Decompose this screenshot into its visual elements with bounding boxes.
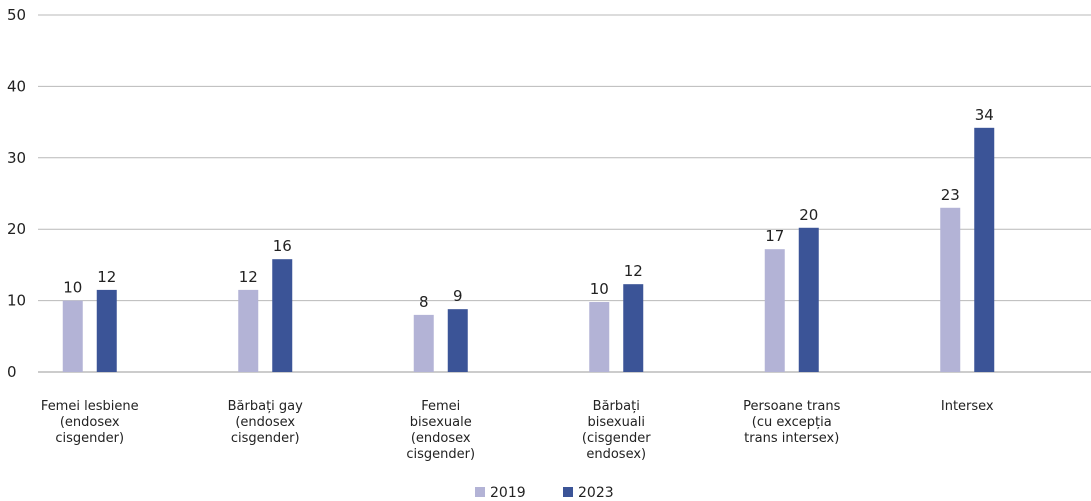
legend-label: 2023 [578,485,614,501]
category-label-line: endosex) [586,447,646,462]
category-label-line: trans intersex) [744,431,839,446]
y-tick-label: 0 [7,363,17,381]
category-label: Bărbați gay (endosex cisgender) [228,399,304,446]
category-label-line: Intersex [941,399,994,414]
bar-2023-3 [623,284,644,372]
category-label-line: cisgender) [55,431,124,446]
category-label: Femei lesbiene (endosex cisgender) [41,399,139,446]
category-label-line: cisgender) [231,431,300,446]
category-label-line: Bărbați [593,399,640,414]
data-label: 23 [941,186,960,204]
category-label-line: Persoane trans [743,399,840,414]
legend-swatch-2023 [563,487,573,497]
data-label: 17 [765,227,784,245]
bar-2019-0 [62,300,83,372]
bar-2019-1 [238,289,259,372]
data-label: 34 [975,106,994,124]
data-label: 12 [239,268,258,286]
y-axis-ticks: 0 10 20 30 40 50 [7,6,26,381]
data-label: 20 [799,206,818,224]
legend: 2019 2023 [475,485,614,501]
bar-2019-5 [940,207,961,372]
y-tick-label: 20 [7,220,26,238]
gridlines [38,14,1091,373]
category-label-line: Femei [421,399,460,414]
bar-2023-4 [798,227,819,372]
bar-2023-5 [974,127,995,372]
category-label-line: Bărbați gay [228,399,304,414]
bar-2019-2 [413,314,434,372]
category-label-line: (endosex [411,431,471,446]
data-label: 10 [63,279,82,297]
bar-2023-2 [447,309,468,372]
x-axis-categories: Femei lesbiene (endosex cisgender)Bărbați … [41,399,994,462]
bar-2023-0 [96,289,117,372]
category-label: Persoane trans (cu excepția trans intersex… [743,399,840,446]
category-label-line: cisgender) [406,447,475,462]
category-label-line: (endosex [235,415,295,430]
data-label: 8 [419,293,429,311]
category-label-line: Femei lesbiene [41,399,139,414]
category-label-line: (endosex [60,415,120,430]
data-labels: 10 12 12 16 8 9 10 12 17 20 23 34 [63,106,994,311]
category-label: Intersex [941,399,994,414]
category-label-line: (cu excepția [752,415,832,430]
bar-2019-3 [589,302,610,372]
data-label: 12 [624,262,643,280]
legend-swatch-2019 [475,487,485,497]
y-tick-label: 10 [7,292,26,310]
category-label: Bărbați bisexuali (cisgender endosex) [582,399,651,462]
data-label: 10 [590,280,609,298]
y-tick-label: 30 [7,149,26,167]
category-label-line: bisexuale [410,415,472,430]
data-label: 9 [453,287,463,305]
category-label-line: bisexuali [587,415,645,430]
category-label: Femei bisexuale (endosex cisgender) [406,399,475,462]
y-tick-label: 50 [7,6,26,24]
data-label: 12 [97,268,116,286]
category-label-line: (cisgender [582,431,651,446]
bars [62,127,995,372]
y-tick-label: 40 [7,77,26,95]
legend-label: 2019 [490,485,526,501]
data-label: 16 [273,237,292,255]
bar-2023-1 [272,259,293,372]
bar-2019-4 [764,249,785,372]
